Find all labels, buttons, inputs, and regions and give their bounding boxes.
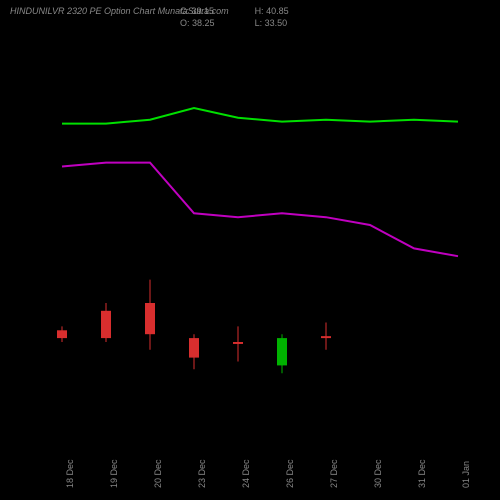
x-tick-label: 19 Dec	[109, 459, 119, 488]
candle-body	[189, 338, 199, 358]
candle-body	[57, 330, 67, 338]
candle-body	[233, 342, 243, 344]
chart-svg	[0, 0, 500, 500]
candle-body	[145, 303, 155, 334]
x-tick-label: 24 Dec	[241, 459, 251, 488]
x-tick-label: 01 Jan	[461, 461, 471, 488]
x-tick-label: 27 Dec	[329, 459, 339, 488]
indicator-line	[62, 108, 458, 124]
x-tick-label: 26 Dec	[285, 459, 295, 488]
x-tick-label: 31 Dec	[417, 459, 427, 488]
chart-container: HINDUNILVR 2320 PE Option Chart MunafaSu…	[0, 0, 500, 500]
x-tick-label: 20 Dec	[153, 459, 163, 488]
x-tick-label: 23 Dec	[197, 459, 207, 488]
indicator-line	[62, 163, 458, 257]
candle-body	[277, 338, 287, 365]
x-tick-label: 18 Dec	[65, 459, 75, 488]
candle-body	[321, 336, 331, 338]
x-tick-label: 30 Dec	[373, 459, 383, 488]
candle-body	[101, 311, 111, 338]
